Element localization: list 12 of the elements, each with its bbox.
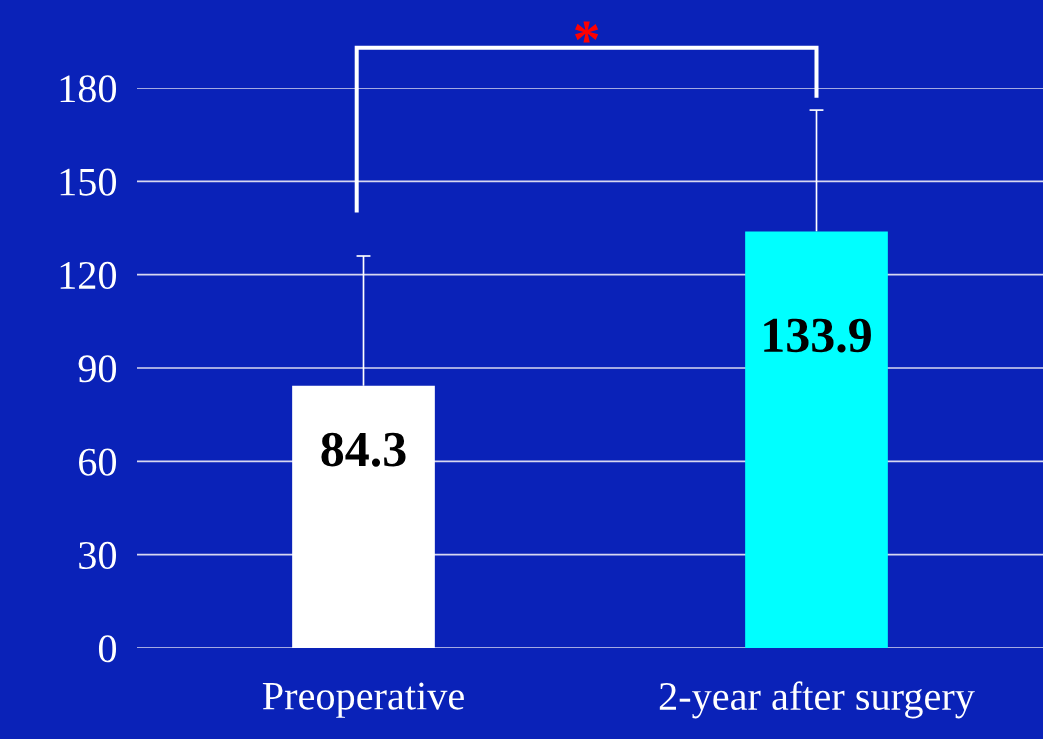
text: * xyxy=(575,21,599,43)
y-tick-label: 0 xyxy=(98,635,117,663)
y-tick-label: 150 xyxy=(60,168,117,196)
x-tick-label: 2-year after surgery xyxy=(659,681,975,719)
y-tick-label: 90 xyxy=(78,355,117,383)
data-label: 133.9 xyxy=(764,318,871,353)
y-tick-label: 120 xyxy=(60,261,117,290)
data-label: 84.3 xyxy=(321,432,406,467)
y-tick-label: 180 xyxy=(60,75,117,103)
y-tick-label: 30 xyxy=(79,541,117,570)
x-tick-label: Preoperative xyxy=(262,682,464,718)
y-tick-label: 60 xyxy=(79,448,117,476)
